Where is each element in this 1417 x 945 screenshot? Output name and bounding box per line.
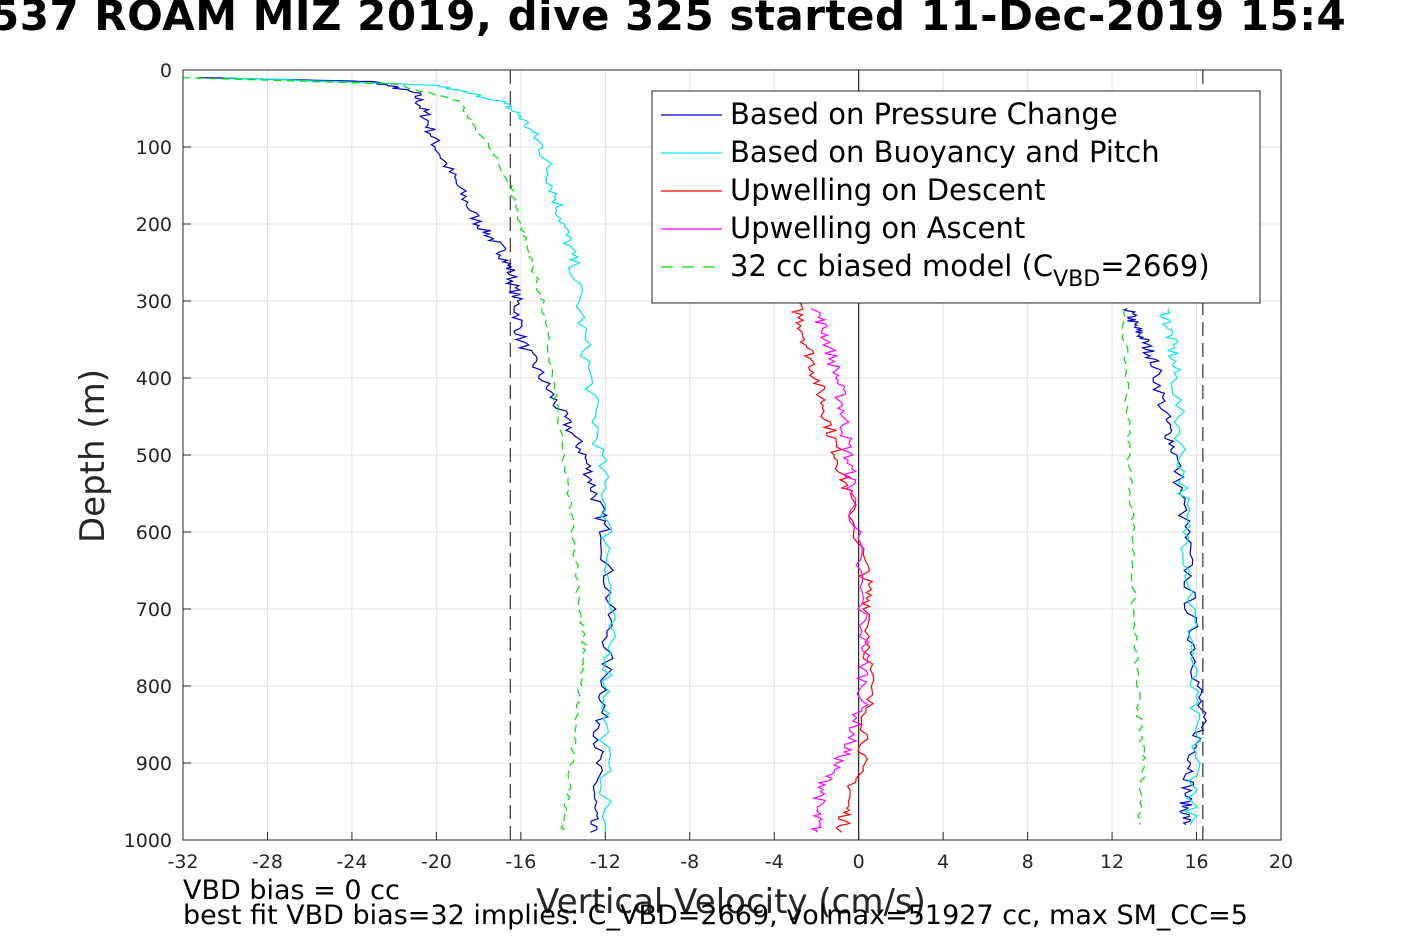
series-line [810,308,871,833]
y-tick-label: 1000 [124,830,172,852]
x-tick-label: -20 [421,851,452,873]
y-tick-label: 900 [136,753,172,775]
y-tick-label: 100 [136,137,172,159]
series-line [1121,308,1147,825]
legend: Based on Pressure Change Based on Buoyanc… [651,90,1261,304]
legend-label: Upwelling on Ascent [730,211,1025,245]
legend-label: Based on Buoyancy and Pitch [730,135,1160,169]
x-tick-label: -8 [680,851,699,873]
x-tick-label: -4 [765,851,784,873]
series-line [197,77,617,833]
series-line [224,77,617,833]
y-tick-label: 0 [160,60,172,82]
y-tick-label: 500 [136,445,172,467]
x-tick-label: 12 [1100,851,1124,873]
x-tick-label: -16 [505,851,536,873]
series-line [1121,308,1208,826]
series-line [182,77,588,833]
y-tick-label: 200 [136,214,172,236]
y-tick-label: 400 [136,368,172,390]
x-tick-label: -24 [336,851,367,873]
x-tick-label: -32 [167,851,198,873]
y-axis-label: Depth (m) [73,369,113,543]
legend-box [651,90,1261,304]
x-tick-label: 20 [1269,851,1293,873]
x-axis-label: Vertical Velocity (cm/s) [536,882,926,922]
x-tick-label: 16 [1184,851,1208,873]
x-tick-label: 4 [937,851,949,873]
y-tick-label: 700 [136,599,172,621]
series-line [1158,308,1202,825]
chart-title: 537 ROAM MIZ 2019, dive 325 started 11-D… [0,0,1347,40]
y-tick-label: 600 [136,522,172,544]
x-tick-label: -12 [590,851,621,873]
series-group [182,77,1208,833]
y-tick-label: 800 [136,676,172,698]
y-tick-label: 300 [136,291,172,313]
x-tick-label: -28 [252,851,283,873]
series-line [790,300,875,833]
best-fit-note: best fit VBD bias=32 implies: C_VBD=2669… [183,900,1248,931]
legend-label: Based on Pressure Change [730,97,1118,131]
x-tick-label: 0 [853,851,865,873]
vbd-bias-note: VBD bias = 0 cc [183,875,400,906]
legend-label: Upwelling on Descent [730,173,1046,207]
legend-label: 32 cc biased model (CVBD=2669) [730,249,1210,292]
x-tick-label: 8 [1022,851,1034,873]
tick-labels: -32 -28 -24 -20 -16 -12 -8 -4 0 4 8 12 16 20010020030… [124,60,1293,873]
